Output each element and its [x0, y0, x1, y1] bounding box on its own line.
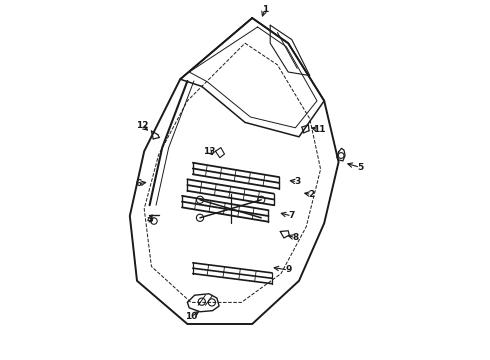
- Text: 1: 1: [262, 4, 268, 13]
- Text: 8: 8: [292, 233, 298, 242]
- Text: 4: 4: [147, 215, 153, 224]
- Text: 11: 11: [313, 125, 325, 134]
- Text: 9: 9: [285, 266, 292, 274]
- Text: 10: 10: [185, 312, 197, 321]
- Text: 5: 5: [357, 163, 363, 172]
- Text: 12: 12: [136, 122, 148, 130]
- Text: 3: 3: [294, 177, 300, 186]
- Text: 2: 2: [309, 190, 315, 199]
- Text: 7: 7: [289, 211, 295, 220]
- Text: 13: 13: [203, 147, 215, 156]
- Text: 6: 6: [136, 179, 142, 188]
